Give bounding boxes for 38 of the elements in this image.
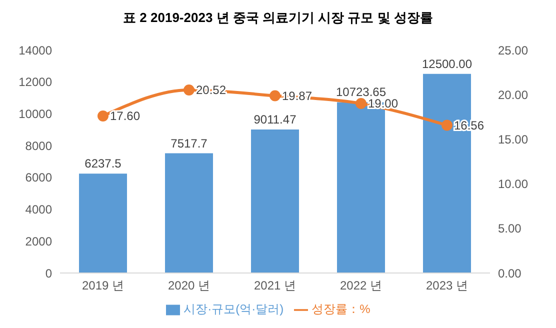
y-tick-label: 10000 [18,106,52,121]
y2-tick-label: 0.00 [498,266,522,280]
x-tick-label: 2022 년 [340,278,382,293]
data-label: 9011.47 [254,112,297,126]
y-tick-label: 2000 [25,234,52,248]
data-label: 7517.7 [170,136,208,150]
chart-title: 표 2 2019-2023 년 중국 의료기기 시장 규모 및 성장률 [122,9,434,27]
y-tick-label: 12000 [18,75,52,90]
y-tick-label: 0 [45,266,52,280]
legend-label: 성장률：% [312,302,370,316]
y2-tick-label: 25.00 [498,43,528,58]
x-tick-label: 2023 년 [426,278,468,293]
point [270,90,280,102]
bar [251,129,299,273]
data-label: 19.00 [368,96,398,111]
bar [79,174,127,273]
data-label: 10723.65 [336,85,386,100]
x-tick-label: 2020 년 [168,278,210,293]
x-tick-label: 2021 년 [254,278,296,293]
y-tick-label: 4000 [25,202,52,217]
data-label: 17.60 [110,109,140,124]
y-tick-label: 8000 [25,138,52,153]
bar [165,153,213,273]
y-tick-label: 6000 [25,170,52,185]
point [356,98,366,110]
point [184,84,194,96]
data-label: 20.52 [196,82,226,97]
y2-tick-label: 20.00 [498,88,528,102]
data-label: 6237.5 [84,156,122,171]
point [442,120,452,131]
point [98,110,108,122]
y2-tick-label: 15.00 [498,132,528,146]
legend-label: 시장·규모(억·달러) [184,302,284,316]
data-label: 12500.00 [422,56,472,71]
x-tick-label: 2019 년 [82,278,124,293]
y2-tick-label: 5.00 [498,222,522,236]
y-tick-label: 14000 [18,43,52,58]
y2-tick-label: 10.00 [498,177,528,192]
